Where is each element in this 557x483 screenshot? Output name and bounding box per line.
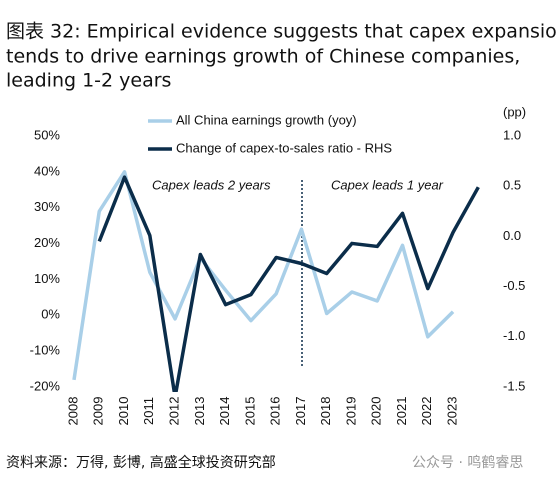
y-tick-label: 40% xyxy=(34,163,60,178)
chart-title: 图表 32: Empirical evidence suggests that … xyxy=(6,21,557,43)
x-tick-label: 2015 xyxy=(242,397,257,426)
x-tick-label: 2012 xyxy=(167,397,182,426)
y2-tick-label: 0.0 xyxy=(503,228,521,243)
annotation: Capex leads 1 year xyxy=(331,177,444,192)
legend-label: All China earnings growth (yoy) xyxy=(176,112,357,127)
y-tick-label: 10% xyxy=(34,271,60,286)
chart-title: leading 1-2 years xyxy=(6,70,171,92)
y2-tick-label: 0.5 xyxy=(503,178,521,193)
chart-title: tends to drive earnings growth of Chines… xyxy=(6,46,520,68)
y-tick-label: -10% xyxy=(30,343,61,358)
x-tick-label: 2009 xyxy=(91,397,106,426)
y2-tick-label: -1.5 xyxy=(503,378,525,393)
series-line xyxy=(72,170,455,381)
y2-tick-label: -0.5 xyxy=(503,278,525,293)
x-tick-label: 2013 xyxy=(192,397,207,426)
y-tick-label: 20% xyxy=(34,235,60,250)
x-tick-label: 2018 xyxy=(318,397,333,426)
legend-label: Change of capex-to-sales ratio - RHS xyxy=(176,140,392,155)
y-tick-label: -20% xyxy=(30,378,61,393)
x-tick-label: 2017 xyxy=(293,397,308,426)
legend: All China earnings growth (yoy) Change of… xyxy=(148,112,392,155)
y-tick-label: 50% xyxy=(34,127,60,142)
x-tick-label: 2019 xyxy=(343,397,358,426)
x-tick-label: 2022 xyxy=(419,397,434,426)
series-line xyxy=(97,175,480,392)
y-tick-label: 0% xyxy=(41,307,60,322)
x-tick-label: 2023 xyxy=(444,397,459,426)
y2-axis-label: (pp) xyxy=(503,104,526,119)
x-tick-label: 2016 xyxy=(268,397,283,426)
y2-tick-label: 1.0 xyxy=(503,127,521,142)
x-tick-label: 2011 xyxy=(141,397,156,425)
x-tick-label: 2010 xyxy=(116,397,131,426)
x-tick-label: 2008 xyxy=(65,397,80,426)
y-tick-label: 30% xyxy=(34,199,60,214)
x-tick-label: 2014 xyxy=(217,397,232,426)
watermark: 公众号 · 鸣鹤睿思 xyxy=(412,454,523,471)
x-tick-label: 2020 xyxy=(369,397,384,426)
source: 资料来源：万得, 彭博, 高盛全球投资研究部 xyxy=(6,454,276,471)
plot xyxy=(72,170,480,392)
x-tick-label: 2021 xyxy=(394,397,409,426)
y2-tick-label: -1.0 xyxy=(503,328,525,343)
annotation: Capex leads 2 years xyxy=(152,177,271,192)
